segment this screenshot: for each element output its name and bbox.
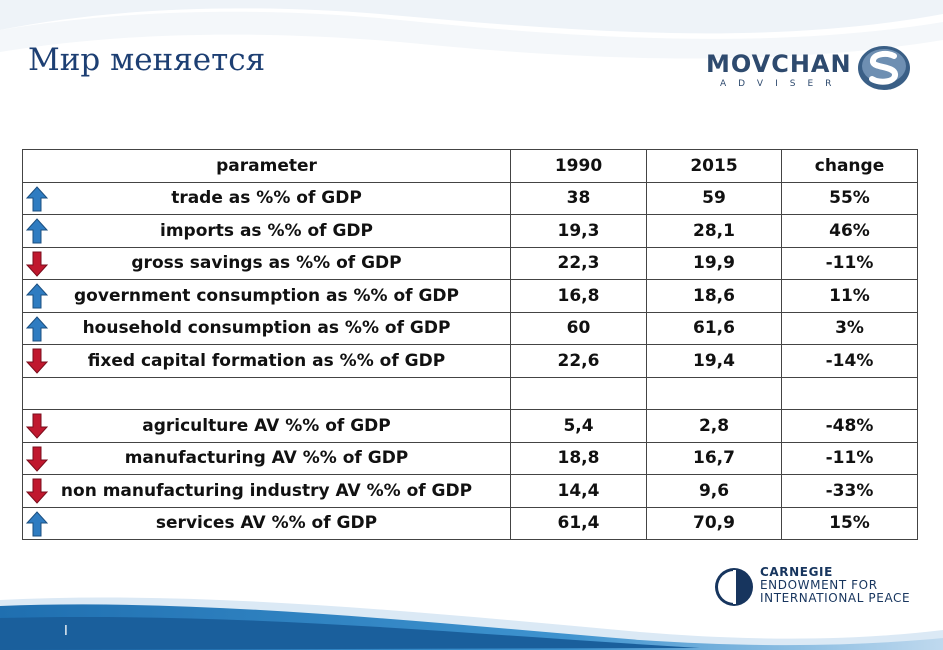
- up-arrow-icon: [25, 283, 49, 309]
- value-2015-cell: 61,6: [646, 311, 782, 345]
- value-2015-cell: 16,7: [646, 441, 782, 475]
- value-2015-cell: 18,6: [646, 279, 782, 313]
- value-2015-cell: 28,1: [646, 214, 782, 248]
- value-1990-cell: 14,4: [510, 474, 647, 508]
- value-1990-cell: 22,3: [510, 246, 647, 280]
- carnegie-line-3: INTERNATIONAL PEACE: [760, 591, 911, 605]
- table-row: gross savings as %% of GDP 22,3 19,9 -11%: [22, 246, 918, 280]
- economic-parameters-table: parameter 1990 2015 change trade as %% o…: [22, 149, 918, 540]
- parameter-label: imports as %% of GDP: [160, 220, 373, 241]
- parameter-label: agriculture AV %% of GDP: [142, 415, 391, 436]
- up-arrow-icon: [25, 218, 49, 244]
- parameter-cell: fixed capital formation as %% of GDP: [22, 344, 511, 378]
- movchan-logo-word: MOVCHAN: [706, 50, 852, 78]
- down-arrow-icon: [25, 413, 49, 439]
- carnegie-logo: CARNEGIE ENDOWMENT FOR INTERNATIONAL PEA…: [714, 566, 929, 608]
- down-arrow-icon: [25, 251, 49, 277]
- change-cell: -48%: [781, 409, 918, 443]
- parameter-cell: [22, 376, 511, 410]
- header-1990: 1990: [510, 149, 647, 183]
- parameter-cell: agriculture AV %% of GDP: [22, 409, 511, 443]
- header-2015: 2015: [646, 149, 782, 183]
- value-1990-cell: 61,4: [510, 506, 647, 540]
- table-row: [22, 376, 918, 410]
- value-1990-cell: 22,6: [510, 344, 647, 378]
- change-cell: -11%: [781, 246, 918, 280]
- parameter-label: manufacturing AV %% of GDP: [124, 448, 409, 469]
- header-parameter: parameter: [22, 149, 511, 183]
- change-cell: 46%: [781, 214, 918, 248]
- table-row: imports as %% of GDP 19,3 28,1 46%: [22, 214, 918, 248]
- table-row: trade as %% of GDP 38 59 55%: [22, 181, 918, 215]
- parameter-label: non manufacturing industry AV %% of GDP: [60, 480, 473, 501]
- down-arrow-icon: [25, 446, 49, 472]
- table-row: government consumption as %% of GDP 16,8 1…: [22, 279, 918, 313]
- value-2015-cell: 2,8: [646, 409, 782, 443]
- parameter-cell: gross savings as %% of GDP: [22, 246, 511, 280]
- parameter-cell: imports as %% of GDP: [22, 214, 511, 248]
- carnegie-line-2: ENDOWMENT FOR: [760, 578, 878, 592]
- value-2015-cell: [646, 376, 782, 410]
- parameter-label: household consumption as %% of GDP: [82, 318, 451, 339]
- table-row: agriculture AV %% of GDP 5,4 2,8 -48%: [22, 409, 918, 443]
- parameter-cell: services AV %% of GDP: [22, 506, 511, 540]
- parameter-cell: trade as %% of GDP: [22, 181, 511, 215]
- table-row: household consumption as %% of GDP 60 61,6…: [22, 311, 918, 345]
- page-marker: I: [64, 624, 68, 639]
- movchan-logo-subtitle: ADVISER: [720, 79, 844, 89]
- up-arrow-icon: [25, 185, 49, 212]
- table-header-row: parameter 1990 2015 change: [22, 149, 918, 183]
- change-cell: -11%: [781, 441, 918, 475]
- value-2015-cell: 19,4: [646, 344, 782, 378]
- up-arrow-icon: [25, 510, 49, 537]
- table-row: manufacturing AV %% of GDP 18,8 16,7 -11%: [22, 441, 918, 475]
- parameter-label: trade as %% of GDP: [171, 188, 362, 209]
- parameter-label: government consumption as %% of GDP: [74, 285, 459, 306]
- parameter-label: services AV %% of GDP: [155, 513, 378, 534]
- change-cell: -33%: [781, 474, 918, 508]
- table-row: services AV %% of GDP 61,4 70,9 15%: [22, 506, 918, 540]
- header-change: change: [781, 149, 918, 183]
- change-cell: 3%: [781, 311, 918, 345]
- carnegie-line-1: CARNEGIE: [760, 565, 833, 579]
- table-row: fixed capital formation as %% of GDP 22,6…: [22, 344, 918, 378]
- value-1990-cell: 60: [510, 311, 647, 345]
- change-cell: 11%: [781, 279, 918, 313]
- value-1990-cell: 19,3: [510, 214, 647, 248]
- bottom-swoosh-decoration: [0, 597, 943, 650]
- value-1990-cell: [510, 376, 647, 410]
- change-cell: [781, 376, 918, 410]
- change-cell: 55%: [781, 181, 918, 215]
- parameter-label: fixed capital formation as %% of GDP: [87, 350, 446, 371]
- top-swoosh-decoration: [0, 0, 943, 59]
- slide-title: Мир меняется: [28, 42, 266, 78]
- value-2015-cell: 70,9: [646, 506, 782, 540]
- parameter-label: gross savings as %% of GDP: [131, 253, 402, 274]
- value-1990-cell: 38: [510, 181, 647, 215]
- value-1990-cell: 5,4: [510, 409, 647, 443]
- movchan-s-mark-icon: [858, 46, 910, 90]
- change-cell: -14%: [781, 344, 918, 378]
- value-2015-cell: 9,6: [646, 474, 782, 508]
- parameter-cell: manufacturing AV %% of GDP: [22, 441, 511, 475]
- value-2015-cell: 59: [646, 181, 782, 215]
- carnegie-emblem-icon: [715, 568, 753, 606]
- parameter-cell: government consumption as %% of GDP: [22, 279, 511, 313]
- up-arrow-icon: [25, 315, 49, 342]
- down-arrow-icon: [25, 348, 49, 374]
- table-row: non manufacturing industry AV %% of GDP 1…: [22, 474, 918, 508]
- movchan-logo: MOVCHAN ADVISER: [706, 42, 916, 94]
- table-body: trade as %% of GDP 38 59 55% imports as %% o…: [22, 181, 918, 540]
- value-1990-cell: 18,8: [510, 441, 647, 475]
- parameter-cell: non manufacturing industry AV %% of GDP: [22, 474, 511, 508]
- parameter-cell: household consumption as %% of GDP: [22, 311, 511, 345]
- value-2015-cell: 19,9: [646, 246, 782, 280]
- change-cell: 15%: [781, 506, 918, 540]
- down-arrow-icon: [25, 478, 49, 504]
- value-1990-cell: 16,8: [510, 279, 647, 313]
